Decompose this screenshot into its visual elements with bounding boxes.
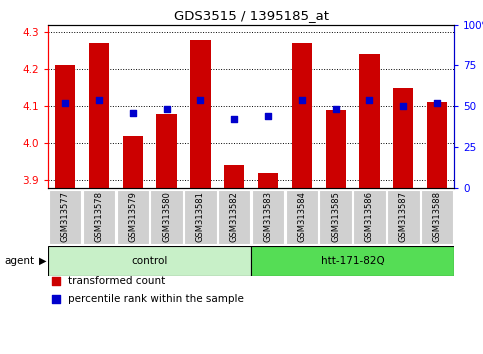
Bar [252,190,284,244]
Point [230,116,238,122]
Bar [83,190,115,244]
Bar [251,246,454,276]
Text: GSM313577: GSM313577 [61,191,70,242]
Text: GSM313578: GSM313578 [95,191,103,242]
Title: GDS3515 / 1395185_at: GDS3515 / 1395185_at [174,9,328,22]
Bar [89,43,109,188]
Text: htt-171-82Q: htt-171-82Q [321,256,384,266]
Bar [49,190,82,244]
Bar [116,190,149,244]
Bar [326,110,346,188]
Bar [393,88,413,188]
Point [313,62,321,67]
Point [298,97,306,103]
Point [332,107,340,112]
Bar [123,136,143,188]
Point [163,107,170,112]
Point [129,110,137,115]
Text: GSM313579: GSM313579 [128,191,137,242]
Bar [427,103,447,188]
Text: GSM313586: GSM313586 [365,191,374,242]
Bar [353,190,386,244]
Text: GSM313582: GSM313582 [230,191,239,242]
Bar [150,190,183,244]
Bar [292,43,312,188]
Bar [224,165,244,188]
Bar [387,190,420,244]
Point [197,97,204,103]
Text: control: control [131,256,168,266]
Text: transformed count: transformed count [68,276,165,286]
Point [433,100,441,106]
Text: GSM313588: GSM313588 [433,191,441,242]
Bar [319,190,352,244]
Text: GSM313580: GSM313580 [162,191,171,242]
Point [366,97,373,103]
Bar [258,173,278,188]
Bar [190,40,211,188]
Bar [359,55,380,188]
Text: GSM313587: GSM313587 [399,191,408,242]
Bar [48,246,251,276]
Point [313,224,321,229]
Bar [184,190,217,244]
Point [95,97,103,103]
Point [61,100,69,106]
Text: ▶: ▶ [39,256,46,266]
Bar [421,190,454,244]
Text: percentile rank within the sample: percentile rank within the sample [68,294,243,304]
Bar [285,190,318,244]
Text: GSM313585: GSM313585 [331,191,340,242]
Point [264,113,272,119]
Bar [218,190,251,244]
Point [399,103,407,109]
Bar [156,114,177,188]
Text: GSM313584: GSM313584 [298,191,306,242]
Text: GSM313581: GSM313581 [196,191,205,242]
Text: GSM313583: GSM313583 [264,191,272,242]
Text: agent: agent [5,256,35,266]
Bar [55,65,75,188]
